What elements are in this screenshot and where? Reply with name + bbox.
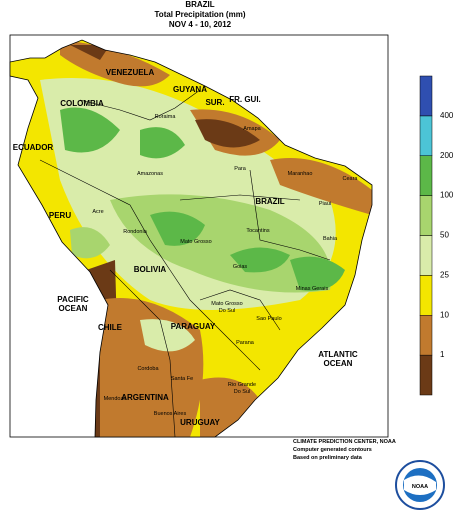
country-label: SUR. <box>205 98 224 107</box>
border <box>39 159 261 371</box>
state-label: Amapa <box>243 126 261 132</box>
state-label: Rio Grande <box>228 382 256 388</box>
state-label: Bahia <box>323 236 338 242</box>
country-label: BRAZIL <box>255 197 284 206</box>
credit: Based on preliminary data <box>293 455 363 461</box>
field <box>140 319 195 352</box>
state-label: Buenos Aires <box>154 411 187 417</box>
country-label: COLOMBIA <box>60 99 104 108</box>
state-label: Santa Fe <box>171 376 193 382</box>
ocean-label: ATLANTIC <box>318 350 358 359</box>
state-label: Goias <box>233 264 248 270</box>
country-label: BOLIVIA <box>134 265 167 274</box>
border <box>199 289 281 331</box>
legend-swatch <box>419 195 433 236</box>
state-label: Mato Grosso <box>180 239 211 245</box>
border <box>109 269 176 438</box>
ocean-label: PACIFIC <box>57 295 89 304</box>
country-label: PARAGUAY <box>171 322 216 331</box>
field <box>70 227 110 259</box>
legend-label: 25 <box>440 270 449 279</box>
legend-label: 400 <box>440 111 454 120</box>
legend-label: 50 <box>440 231 449 240</box>
state-label: Mendoza <box>104 396 128 402</box>
border <box>179 169 331 261</box>
state-label: Mato Grosso <box>211 301 242 307</box>
country-label: URUGUAY <box>180 418 220 427</box>
legend-swatch <box>419 75 433 117</box>
country-label: ECUADOR <box>13 143 54 152</box>
legend-swatch <box>419 354 433 396</box>
state-label: Do Sul <box>234 389 251 395</box>
state-label: Para <box>234 166 247 172</box>
borders <box>39 89 331 438</box>
state-label: Do Sul <box>219 308 236 314</box>
subtitle: Total Precipitation (mm) <box>155 10 246 19</box>
legend-swatch <box>419 115 433 156</box>
state-label: Maranhao <box>288 171 313 177</box>
legend-swatch <box>419 315 433 356</box>
credit: Computer generated contours <box>293 447 372 453</box>
legend-label: 100 <box>440 191 454 200</box>
credit: CLIMATE PREDICTION CENTER, NOAA <box>293 439 396 445</box>
state-label: Tocantins <box>246 228 269 234</box>
state-label: Piaui <box>319 201 331 207</box>
country-label: FR. GUI. <box>229 95 261 104</box>
state-label: Minas Gerais <box>296 286 329 292</box>
title: BRAZIL <box>185 0 214 9</box>
logo-wave <box>404 475 436 495</box>
field <box>60 107 345 291</box>
legend-swatch <box>419 155 433 196</box>
state-label: Cordoba <box>137 366 159 372</box>
country-label: GUYANA <box>173 85 207 94</box>
ocean-label: OCEAN <box>324 359 353 368</box>
state-label: Roraima <box>155 114 177 120</box>
legend-swatch <box>419 275 433 316</box>
state-label: Rondonia <box>123 229 147 235</box>
legend-label: 200 <box>440 151 454 160</box>
country-label: ARGENTINA <box>121 393 169 402</box>
state-label: Acre <box>92 209 103 215</box>
legend-swatch <box>419 235 433 276</box>
country-label: PERU <box>49 211 71 220</box>
noaa-logo: NOAA <box>395 460 445 510</box>
logo-text: NOAA <box>412 484 428 490</box>
legend-label: 1 <box>440 350 445 359</box>
state-label: Amazonas <box>137 171 163 177</box>
country-label: CHILE <box>98 323 123 332</box>
state-label: Sao Paulo <box>256 316 281 322</box>
dates: NOV 4 - 10, 2012 <box>169 20 232 29</box>
country-label: VENEZUELA <box>106 68 155 77</box>
border <box>79 89 201 121</box>
ocean-label: OCEAN <box>59 304 88 313</box>
state-label: Parana <box>236 340 255 346</box>
legend-label: 10 <box>440 310 449 319</box>
state-label: Ceara <box>343 176 359 182</box>
